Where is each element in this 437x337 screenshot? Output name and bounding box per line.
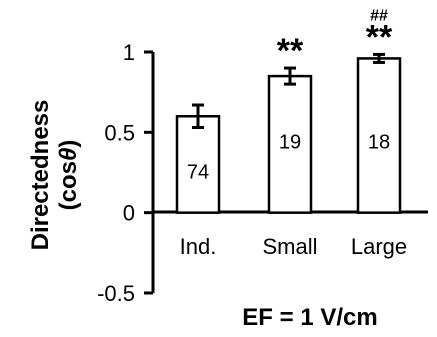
y-tick-label: 1 — [123, 40, 135, 65]
y-tick-label: 0.5 — [104, 120, 135, 145]
significance-marker: ** — [277, 32, 304, 70]
sample-size-label: 74 — [187, 162, 209, 184]
y-axis-label-line1: Directedness — [27, 100, 54, 251]
x-tick-label: Large — [351, 234, 407, 259]
x-tick-label: Ind. — [180, 234, 217, 259]
x-axis-label: EF = 1 V/cm — [242, 304, 377, 331]
y-axis-label: Directedness (cosθ) — [27, 100, 82, 251]
y-tick-label: 0 — [123, 201, 135, 226]
y-ticks: -0.5 0 0.5 1 — [97, 40, 153, 306]
sample-size-label: 18 — [368, 132, 390, 154]
y-tick-label: -0.5 — [97, 281, 135, 306]
y-axis-label-line2: (cosθ) — [55, 140, 82, 211]
significance-marker-secondary: ## — [370, 7, 388, 24]
x-tick-label: Small — [262, 234, 317, 259]
sample-size-label: 19 — [279, 132, 301, 154]
